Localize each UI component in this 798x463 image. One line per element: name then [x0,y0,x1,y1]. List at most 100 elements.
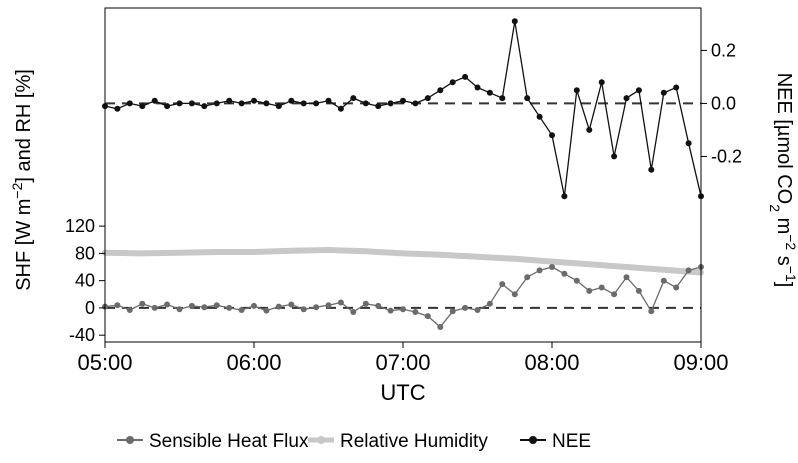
nee-point [573,87,580,94]
legend-marker-sensible-heat-flux [126,436,134,444]
sensible-heat-flux-point [499,281,506,288]
nee-point [549,132,555,139]
nee-point [139,103,146,110]
y-right-tick-label: 0.2 [711,40,736,60]
sensible-heat-flux-point [549,264,555,270]
nee-point [362,100,369,107]
nee-point [164,103,171,110]
legend-label-sensible-heat-flux: Sensible Heat Flux [149,431,309,452]
nee-point [126,100,133,107]
sensible-heat-flux-point [660,277,667,284]
nee-point [623,95,630,102]
nee-point [660,89,667,96]
nee-point [313,100,320,107]
sensible-heat-flux-point [251,302,257,309]
y-left-tick-label: 120 [65,216,95,236]
sensible-heat-flux-point [362,300,369,307]
nee-point [648,166,655,173]
sensible-heat-flux-point [623,274,630,281]
sensible-heat-flux-point [325,302,332,309]
y-axis-left-title: SHF [W m−2] and RH [%] [9,69,35,291]
nee-point [424,95,431,102]
nee-point [263,100,270,107]
sensible-heat-flux-point [524,274,531,281]
nee-point [251,97,257,104]
nee-point [226,97,233,104]
nee-point [275,103,282,110]
nee-point [524,95,531,102]
sensible-heat-flux-line [104,266,702,328]
y-left-tick-label: -40 [69,325,95,345]
sensible-heat-flux-point [126,307,133,313]
x-tick-label: 08:00 [524,350,579,375]
y-right-tick-label: 0.0 [711,93,736,113]
sensible-heat-flux-point [462,304,469,311]
sensible-heat-flux-point [337,299,344,306]
nee-point [325,97,332,104]
nee-point [462,73,469,80]
nee-point [337,105,344,112]
nee-point [201,103,208,110]
nee-point [188,100,195,107]
plot-frame [104,7,702,343]
nee-point [586,126,593,133]
sensible-heat-flux-point [139,300,146,307]
nee-point [685,140,692,147]
sensible-heat-flux-point [114,302,121,309]
sensible-heat-flux-point [536,267,543,274]
nee-point [511,18,518,25]
nee-point [437,87,444,94]
sensible-heat-flux-point [573,277,580,284]
sensible-heat-flux-point [151,304,158,311]
nee-point [611,153,618,160]
y-left-tick-label: 40 [75,271,95,291]
sensible-heat-flux-point [437,324,444,330]
axes-layer: 05:00 06:00 07:00 08:00 09:00 -40 0 40 80 120 0.2 0… [65,7,742,375]
sensible-heat-flux-point [685,267,692,274]
nee-point [213,100,220,107]
nee-line [104,20,702,197]
nee-point [536,113,543,120]
x-tick-label: 09:00 [673,350,728,375]
legend-label-relative-humidity: Relative Humidity [340,431,488,452]
sensible-heat-flux-point [561,270,568,277]
nee-point [151,97,158,104]
nee-point [176,100,183,107]
sensible-heat-flux-point [387,307,394,314]
sensible-heat-flux-point [201,304,208,311]
legend-label-nee: NEE [552,431,591,452]
sensible-heat-flux-point [635,287,642,294]
nee-point [673,84,680,91]
sensible-heat-flux-point [263,307,270,314]
nee-point [375,103,382,110]
x-tick-label: 05:00 [77,350,132,375]
sensible-heat-flux-point [226,304,233,311]
plot-layer [102,18,704,330]
nee-point [449,79,456,86]
nee-point [238,100,245,107]
nee-point [561,193,568,200]
sensible-heat-flux-point [400,306,406,313]
nee-point [412,100,419,107]
sensible-heat-flux-point [164,301,171,308]
sensible-heat-flux-point [176,306,183,313]
nee-point [300,100,307,107]
sensible-heat-flux-point [275,303,282,310]
sensible-heat-flux-point [598,284,605,291]
nee-point [288,97,295,104]
nee-point [499,95,506,102]
sensible-heat-flux-point [375,302,382,309]
nee-point [400,97,406,104]
legend: Sensible Heat Flux Relative Humidity NEE [117,431,591,452]
nee-point [598,79,605,86]
sensible-heat-flux-point [511,291,518,298]
nee-point [474,84,481,91]
sensible-heat-flux-point [586,287,593,294]
nee-point [350,95,357,102]
sensible-heat-flux-point [611,291,618,298]
y-axis-right-title: NEE [µmol CO2 m−2 s−1] [767,73,798,288]
legend-marker-nee [529,436,537,444]
sensible-heat-flux-point [238,307,245,313]
